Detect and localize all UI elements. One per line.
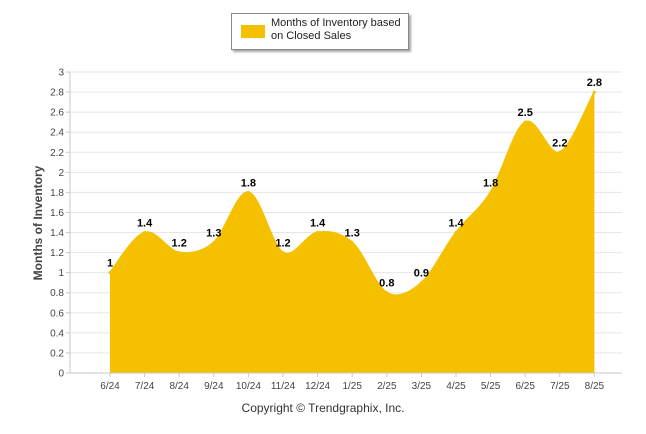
- x-tick-label: 8/25: [585, 381, 605, 392]
- y-tick-label: 2.2: [50, 148, 64, 159]
- data-point: [108, 271, 112, 275]
- data-label: 1.2: [275, 238, 290, 250]
- data-label: 1.8: [241, 177, 256, 189]
- legend-label: Months of Inventory based on Closed Sale…: [271, 17, 405, 43]
- legend-label-line-2: on Closed Sales: [271, 30, 352, 42]
- y-tick-label: 0.8: [50, 288, 64, 299]
- y-tick-label: 0.2: [50, 348, 64, 359]
- x-tick-label: 5/25: [481, 381, 501, 392]
- data-label: 2.8: [587, 77, 602, 89]
- x-tick-label: 7/25: [550, 381, 570, 392]
- legend: Months of Inventory based on Closed Sale…: [231, 13, 409, 50]
- x-tick-label: 6/25: [515, 381, 535, 392]
- data-labels: 1 1.4 1.2 1.3 1.8 1.2 1.4 1.3 0.8 0.9 1.4 1.8 2.5 2.2…: [107, 77, 602, 290]
- x-tick-label: 12/24: [305, 381, 330, 392]
- data-label: 1: [107, 258, 113, 270]
- data-point: [558, 150, 562, 154]
- y-tick-label: 1.4: [50, 228, 64, 239]
- x-tick-label: 11/24: [271, 381, 296, 392]
- y-tick-label: 0: [58, 369, 64, 380]
- series-area: [108, 90, 596, 374]
- x-tick-label: 8/24: [169, 381, 189, 392]
- x-tick-label: 1/25: [342, 381, 362, 392]
- y-tick-label: 1.2: [50, 248, 64, 259]
- y-tick-label: 2.8: [50, 88, 64, 99]
- series-area-fill: [110, 92, 595, 374]
- axes: [69, 72, 622, 374]
- y-tick-labels: 0 0.2 0.4 0.6 0.8 1 1.2 1.4 1.6 1.8 2 2.2 2.4 2.6 2.8 3: [50, 68, 70, 380]
- data-label: 1.3: [206, 228, 221, 240]
- data-label: 1.4: [448, 218, 464, 230]
- data-point: [385, 291, 389, 295]
- data-label: 0.9: [414, 268, 429, 280]
- data-point: [281, 251, 285, 255]
- data-point: [523, 120, 527, 124]
- x-tick-label: 7/24: [135, 381, 155, 392]
- x-tick-label: 10/24: [236, 381, 261, 392]
- x-tick-label: 6/24: [100, 381, 120, 392]
- x-tick-labels: 6/24 7/24 8/24 9/24 10/24 11/24 12/24 1/25 2/25 3…: [100, 373, 605, 392]
- data-label: 1.2: [172, 238, 187, 250]
- data-label: 2.2: [552, 137, 567, 149]
- data-label: 1.8: [483, 177, 498, 189]
- x-tick-label: 3/25: [412, 381, 432, 392]
- x-tick-label: 4/25: [446, 381, 466, 392]
- data-point: [489, 190, 493, 194]
- x-tick-label: 9/24: [204, 381, 224, 392]
- y-tick-label: 2.4: [50, 128, 64, 139]
- data-point: [350, 241, 354, 245]
- data-point: [212, 241, 216, 245]
- data-label: 1.4: [137, 218, 153, 230]
- x-tick-label: 2/25: [377, 381, 397, 392]
- y-tick-label: 2.6: [50, 108, 64, 119]
- data-point: [143, 231, 147, 235]
- y-tick-label: 3: [58, 68, 64, 79]
- data-label: 2.5: [518, 107, 533, 119]
- legend-label-line-1: Months of Inventory based: [271, 17, 401, 29]
- data-point: [177, 251, 181, 255]
- data-label: 1.4: [310, 218, 326, 230]
- data-label: 0.8: [379, 278, 394, 290]
- data-point: [419, 281, 423, 285]
- y-tick-label: 1.6: [50, 208, 64, 219]
- y-tick-label: 0.6: [50, 308, 64, 319]
- data-label: 1.3: [345, 228, 360, 240]
- data-point: [246, 190, 250, 194]
- y-tick-label: 1: [58, 268, 64, 279]
- y-tick-label: 1.8: [50, 188, 64, 199]
- y-axis-title: Months of Inventory: [31, 165, 45, 280]
- data-point: [592, 90, 596, 94]
- data-point: [316, 231, 320, 235]
- y-tick-label: 0.4: [50, 328, 64, 339]
- data-point: [454, 231, 458, 235]
- copyright-text: Copyright © Trendgraphix, Inc.: [241, 401, 405, 415]
- legend-swatch: [241, 25, 265, 38]
- y-tick-label: 2: [58, 168, 64, 179]
